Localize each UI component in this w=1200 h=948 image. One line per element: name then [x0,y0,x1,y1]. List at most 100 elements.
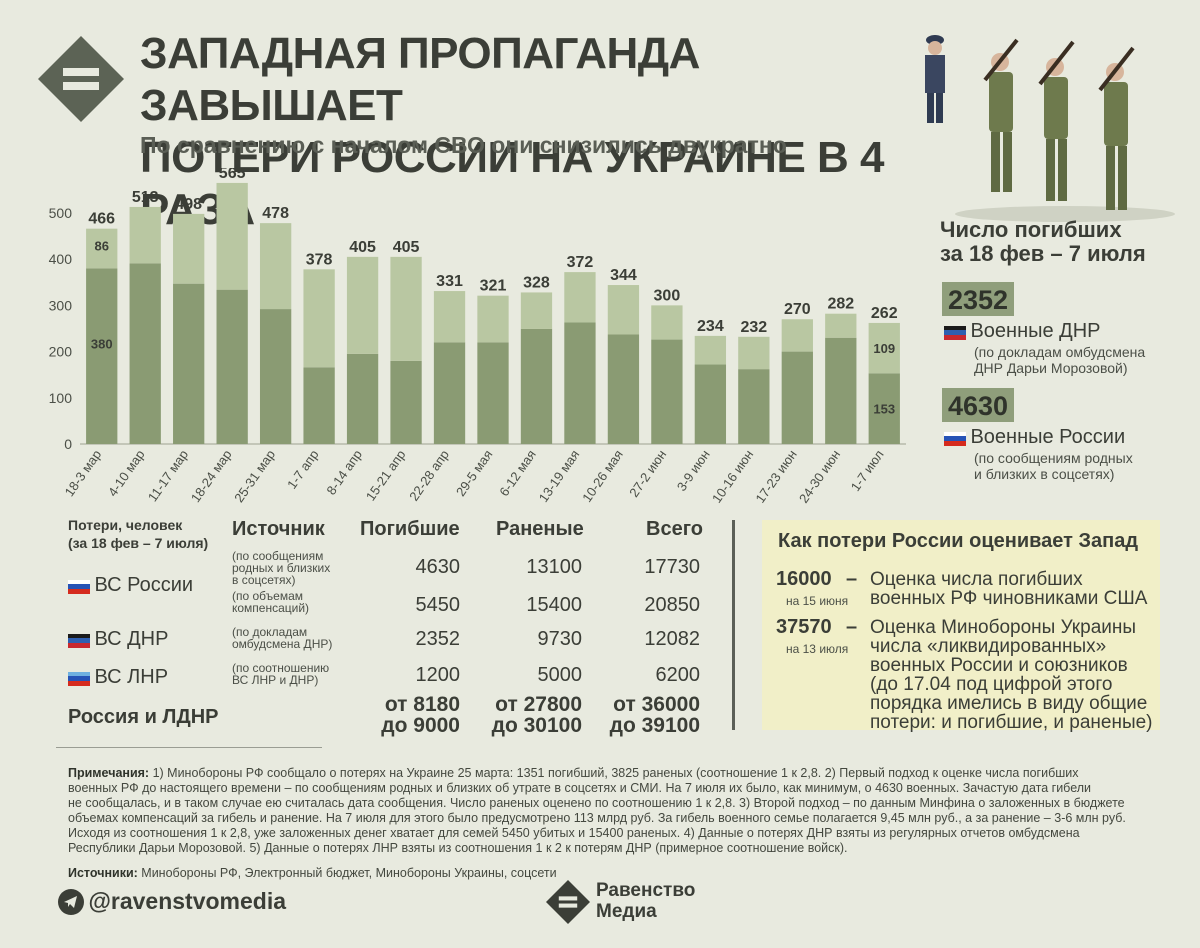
bar-inner-label-upper: 86 [95,239,109,254]
sum-total-to: до 39100 [609,714,700,737]
west-item1-date: на 15 июня [786,594,849,608]
x-tick-label: 6-12 мая [496,447,539,499]
telegram-icon [58,888,84,915]
equality-logo-icon [38,36,124,122]
bar-lower [173,283,205,444]
ru-label: Военные России [970,426,1126,448]
west-item1-line-2: военных РФ чиновниками США [870,588,1148,609]
x-tick-label: 29-5 мая [453,447,496,499]
y-tick-label: 500 [49,205,73,221]
west-item2-dash: – [846,616,858,638]
bar-upper [346,256,379,354]
bar-upper [825,313,857,338]
west-item2-line-5: порядка имелись в виду общие [870,693,1148,714]
dnr-source: (по докладам омбудсмена ДНР) [232,626,332,650]
dnr-note-line-2: ДНР Дарьи Морозовой) [974,360,1128,376]
table-corner-line-2: (за 18 фев – 7 июля) [68,535,209,551]
dnr-flag-icon [944,325,966,340]
bar-total-label: 331 [436,273,463,290]
x-tick-label: 1-7 июл [848,447,887,494]
west-item2-line-6: потери: и погибшие, и раненые) [870,712,1153,733]
casualties-bar-chart: 0 100 200 300 400 500 466 18-3 мар 513 4-10 мар 49… [49,168,906,506]
brand-name: Равенство Медиа [596,880,695,922]
west-item2-line-3: военных России и союзников [870,655,1128,676]
bar-total-label: 232 [740,319,767,336]
bar-total-label: 321 [480,278,507,295]
west-item2-number: 37570 [776,616,832,638]
x-tick-label: 22-28 апр [406,447,452,503]
x-tick-label: 11-17 мар [145,447,191,504]
section-divider [732,520,735,730]
bar-lower [651,339,683,444]
west-item1-line-1: Оценка числа погибших [870,569,1083,590]
x-tick-label: 25-31 мар [231,447,278,505]
sum-wounded: от 27800 до 30100 [462,694,582,736]
ru-note-line-1: (по сообщениям родных [974,450,1133,466]
table-corner: Потери, человек (за 18 фев – 7 июля) [68,516,208,552]
ru-note: (по сообщениям родных и близких в соцсет… [974,450,1133,482]
ru1-killed: 4630 [415,556,461,578]
lnr-source-line-2: ВС ЛНР и ДНР) [232,673,319,687]
ru1-total: 17730 [644,556,700,578]
bar-upper [86,228,118,269]
x-tick-label: 24-30 июн [796,447,843,506]
bar-upper [564,272,596,323]
ru-source-2-line-1: (по объемам [232,589,303,603]
notes-label: Примечания: [68,766,150,780]
west-item2-line-1: Оценка Минобороны Украины [870,617,1137,638]
bar-upper [303,269,335,368]
dnr-label: Военные ДНР [970,320,1101,342]
bar-total-label: 513 [132,189,159,206]
x-tick-label: 3-9 июн [674,447,713,494]
bar-total-label: 498 [175,196,202,213]
officer-figure [925,35,945,123]
bar-lower [86,268,118,444]
bar-lower [346,353,379,444]
west-title: Как потери России оценивает Запад [778,530,1139,552]
west-estimates-box: Как потери России оценивает Запад 16000 … [762,520,1160,733]
x-tick-label: 1-7 апр [284,447,321,492]
ru-source-1-line-1: (по сообщениям [232,549,324,563]
lnr-source-line-1: (по соотношению [232,661,330,675]
ru2-total: 20850 [644,594,700,616]
bar-total-label: 478 [262,205,289,222]
bar-total-label: 344 [610,267,637,284]
dnr-row: Военные ДНР [944,320,1101,343]
bar-lower [259,309,292,444]
notes-line-2: военных РФ до настоящего времени – по со… [68,781,1092,795]
lnr-source: (по соотношению ВС ЛНР и ДНР) [232,662,329,686]
bar-upper [477,295,509,343]
notes-line-1: 1) Минобороны РФ сообщало о потерях на У… [149,766,1079,780]
bar-total-label: 282 [827,296,854,313]
lnr-killed: 1200 [415,664,461,686]
sources-label: Источники: [68,866,138,880]
table-corner-line-1: Потери, человек [68,517,183,533]
ru-row: Военные России [944,426,1125,449]
lnr-total: 6200 [655,664,701,686]
bar-lower [564,322,596,444]
col-source: Источник [232,518,325,540]
bar-lower [694,364,727,444]
ru1-wounded: 13100 [526,556,582,578]
y-tick-label: 0 [64,436,72,452]
ru-row-label: ВС России [94,574,194,596]
telegram-handle[interactable]: @ravenstvomedia [58,888,286,915]
dnr-note-line-1: (по докладам омбудсмена [974,344,1146,360]
ru-source-1-line-3: в соцсетях) [232,573,296,587]
brand-line-2: Медиа [596,901,657,922]
dnr-total: 12082 [644,628,700,650]
sum-total-from: от 36000 [613,693,700,716]
dnr-flag-icon [68,633,90,648]
sum-killed-from: от 8180 [384,693,460,716]
bar-lower [738,369,770,444]
y-tick-label: 300 [49,297,73,313]
bar-total-label: 378 [306,251,333,268]
bar-lower [781,351,813,444]
bar-total-label: 300 [654,287,681,304]
brand-line-1: Равенство [596,880,696,901]
soldiers-illustration [925,35,1175,222]
dnr-row-label: ВС ДНР [94,628,169,650]
bar-lower [390,360,422,444]
sources-text: Минобороны РФ, Электронный бюджет, Миноб… [137,866,557,880]
bar-lower [520,328,553,444]
